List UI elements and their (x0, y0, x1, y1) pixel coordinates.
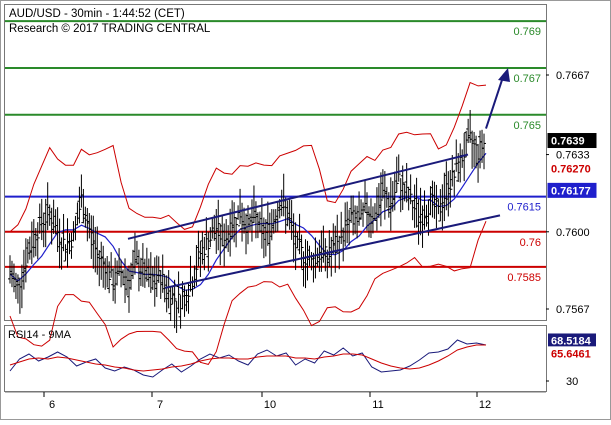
price-tick-label: 0.7600 (556, 227, 590, 239)
price-axis: 0.7667 0.7633 0.7600 0.7567 0.7639 0.76270 0.7… (546, 70, 597, 316)
level-label: 0.7615 (507, 202, 541, 214)
bollinger-bands (9, 81, 487, 365)
rsi-plot-frame (4, 325, 547, 392)
projection-arrow (485, 67, 510, 129)
rsi-badge (548, 333, 596, 348)
channel-lower-line (164, 214, 501, 289)
level-labels: 0.769 0.767 0.765 0.7615 0.76 0.7585 (507, 26, 541, 284)
level-label: 0.767 (513, 73, 541, 85)
bollinger-lower (9, 221, 487, 365)
rsi-ma-line (9, 344, 486, 372)
price-badge (547, 182, 597, 198)
rsi-line (9, 339, 487, 378)
price-badge (547, 133, 597, 149)
price-badge-label: 0.7639 (551, 136, 585, 148)
price-tick-label: 0.7667 (556, 70, 590, 82)
bollinger-upper (9, 81, 487, 233)
price-badge-label: 0.76270 (551, 164, 591, 176)
price-tick-label: 0.7633 (556, 150, 590, 162)
time-axis: 6 7 10 11 12 (5, 391, 546, 411)
price-tick-label: 0.7567 (556, 304, 590, 316)
rsi-badge (548, 346, 596, 361)
level-label: 0.76 (520, 237, 541, 249)
time-tick-label: 11 (372, 399, 383, 411)
time-tick-label: 12 (479, 399, 491, 411)
rsi-tick-label: 30 (566, 376, 578, 388)
arrow-shaft (485, 73, 505, 129)
level-label: 0.765 (513, 120, 541, 132)
price-badge (547, 161, 597, 177)
time-tick-label: 10 (264, 399, 276, 411)
arrow-head (498, 67, 510, 82)
rsi-badge-label: 65.6461 (551, 348, 591, 360)
level-label: 0.769 (513, 26, 541, 38)
chart-title: AUD/USD - 30min - 1:44:52 (CET) (9, 8, 185, 20)
rsi-label: RSI14 - 9MA (8, 329, 72, 341)
price-badge-label: 0.76177 (551, 185, 591, 197)
chart-subtitle: Research © 2017 TRADING CENTRAL (9, 23, 211, 35)
price-bars (8, 109, 487, 333)
time-tick-label: 6 (49, 399, 55, 411)
price-plot-frame (4, 4, 547, 321)
time-tick-label: 7 (157, 399, 163, 411)
channel-upper-line (127, 153, 469, 240)
level-label: 0.7585 (507, 272, 541, 284)
rsi-badge-label: 68.5184 (551, 335, 592, 347)
trend-channel (127, 153, 501, 289)
